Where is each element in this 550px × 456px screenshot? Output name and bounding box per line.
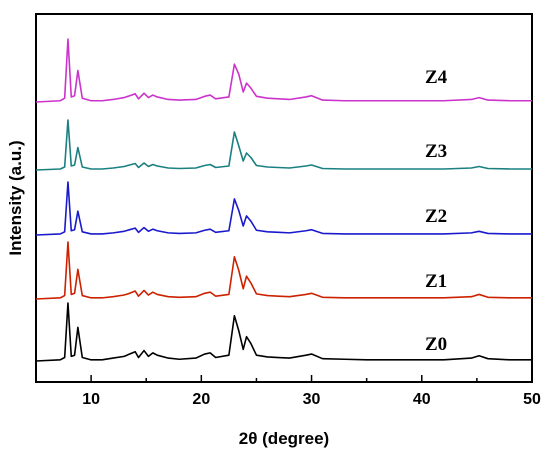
series-label-z3: Z3 — [425, 141, 447, 162]
x-axis-ticks: 10 20 30 40 50 — [82, 375, 541, 408]
x-tick-label: 30 — [303, 391, 321, 408]
x-tick-label: 50 — [523, 391, 541, 408]
series-label-z1: Z1 — [425, 271, 447, 292]
y-axis-label: Intensity (a.u.) — [6, 140, 25, 255]
plot-frame — [35, 13, 533, 383]
series-line-z2 — [35, 181, 532, 236]
x-tick-label: 10 — [82, 391, 100, 408]
series-label-z4: Z4 — [425, 67, 448, 88]
series-line-z1 — [35, 241, 532, 300]
series-line-z4 — [35, 38, 532, 103]
series-labels: Z0 Z1 Z2 Z3 Z4 — [425, 67, 448, 355]
x-tick-label: 40 — [413, 391, 431, 408]
series-line-z3 — [35, 119, 532, 171]
x-axis-label: 2θ (degree) — [239, 429, 329, 448]
series-lines — [35, 38, 532, 362]
series-label-z2: Z2 — [425, 206, 447, 227]
x-tick-label: 20 — [192, 391, 210, 408]
series-label-z0: Z0 — [425, 334, 447, 355]
series-line-z0 — [35, 302, 532, 362]
